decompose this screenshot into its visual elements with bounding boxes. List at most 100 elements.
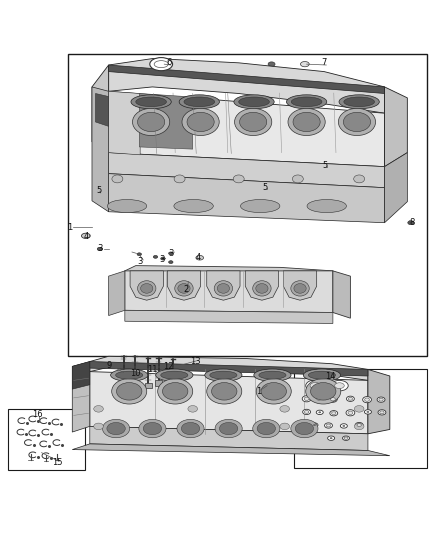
Ellipse shape bbox=[311, 383, 336, 400]
Ellipse shape bbox=[293, 175, 304, 183]
Polygon shape bbox=[109, 59, 385, 113]
Ellipse shape bbox=[330, 410, 338, 416]
Ellipse shape bbox=[187, 112, 214, 132]
Ellipse shape bbox=[217, 284, 230, 293]
Ellipse shape bbox=[314, 424, 315, 426]
Ellipse shape bbox=[268, 62, 275, 67]
Ellipse shape bbox=[174, 199, 213, 213]
Ellipse shape bbox=[259, 371, 286, 379]
Ellipse shape bbox=[306, 378, 341, 404]
Ellipse shape bbox=[348, 411, 353, 415]
Ellipse shape bbox=[294, 284, 306, 293]
Ellipse shape bbox=[319, 411, 321, 413]
Ellipse shape bbox=[367, 411, 369, 413]
Ellipse shape bbox=[354, 406, 364, 412]
Ellipse shape bbox=[280, 406, 290, 412]
Ellipse shape bbox=[254, 369, 291, 381]
Ellipse shape bbox=[112, 378, 147, 404]
Polygon shape bbox=[333, 271, 350, 318]
Ellipse shape bbox=[188, 423, 198, 430]
Ellipse shape bbox=[343, 425, 345, 426]
Ellipse shape bbox=[175, 281, 193, 296]
Polygon shape bbox=[109, 91, 140, 155]
Ellipse shape bbox=[219, 423, 238, 435]
Ellipse shape bbox=[153, 255, 158, 259]
Bar bbox=[294, 369, 427, 468]
Ellipse shape bbox=[344, 437, 348, 439]
Polygon shape bbox=[109, 174, 385, 223]
Polygon shape bbox=[95, 93, 109, 126]
Ellipse shape bbox=[364, 398, 369, 401]
Ellipse shape bbox=[233, 175, 244, 183]
Ellipse shape bbox=[161, 257, 165, 260]
Ellipse shape bbox=[107, 423, 125, 435]
Ellipse shape bbox=[293, 112, 320, 132]
Text: 4: 4 bbox=[196, 253, 201, 262]
Text: 3: 3 bbox=[97, 245, 102, 254]
Ellipse shape bbox=[181, 423, 200, 435]
Ellipse shape bbox=[280, 423, 290, 430]
Polygon shape bbox=[125, 271, 333, 312]
Polygon shape bbox=[109, 152, 385, 188]
Ellipse shape bbox=[308, 371, 336, 379]
Bar bbox=[8, 409, 85, 470]
Ellipse shape bbox=[330, 438, 332, 439]
Polygon shape bbox=[72, 361, 90, 432]
Polygon shape bbox=[207, 271, 240, 300]
Ellipse shape bbox=[132, 108, 170, 135]
Polygon shape bbox=[385, 87, 407, 167]
Ellipse shape bbox=[326, 424, 331, 427]
Text: 11: 11 bbox=[147, 365, 158, 374]
Ellipse shape bbox=[138, 281, 156, 296]
Polygon shape bbox=[109, 271, 125, 316]
Ellipse shape bbox=[212, 383, 237, 400]
Ellipse shape bbox=[156, 369, 193, 381]
Ellipse shape bbox=[158, 378, 193, 404]
Polygon shape bbox=[283, 271, 317, 300]
Ellipse shape bbox=[154, 61, 168, 68]
Ellipse shape bbox=[215, 419, 242, 438]
Ellipse shape bbox=[214, 281, 233, 296]
Ellipse shape bbox=[325, 423, 332, 428]
Ellipse shape bbox=[174, 175, 185, 183]
Ellipse shape bbox=[346, 410, 355, 416]
Ellipse shape bbox=[253, 419, 280, 438]
Ellipse shape bbox=[182, 108, 219, 135]
Ellipse shape bbox=[240, 199, 280, 213]
Ellipse shape bbox=[141, 284, 153, 293]
Ellipse shape bbox=[169, 252, 173, 255]
Ellipse shape bbox=[179, 95, 219, 109]
Ellipse shape bbox=[330, 398, 336, 401]
Ellipse shape bbox=[302, 395, 311, 402]
Polygon shape bbox=[109, 65, 385, 93]
Ellipse shape bbox=[291, 419, 318, 438]
Ellipse shape bbox=[253, 281, 271, 296]
Bar bbox=[170, 373, 177, 378]
Text: 16: 16 bbox=[32, 410, 42, 419]
Ellipse shape bbox=[150, 58, 173, 71]
Ellipse shape bbox=[303, 409, 311, 415]
Bar bbox=[145, 383, 152, 388]
Ellipse shape bbox=[107, 199, 147, 213]
Ellipse shape bbox=[256, 378, 291, 404]
Ellipse shape bbox=[94, 406, 103, 412]
Ellipse shape bbox=[408, 221, 414, 225]
Ellipse shape bbox=[331, 381, 348, 391]
Ellipse shape bbox=[354, 423, 364, 430]
Ellipse shape bbox=[357, 424, 361, 426]
Bar bbox=[68, 54, 427, 356]
Ellipse shape bbox=[307, 199, 346, 213]
Ellipse shape bbox=[306, 380, 325, 391]
Ellipse shape bbox=[81, 233, 90, 238]
Ellipse shape bbox=[117, 383, 142, 400]
Ellipse shape bbox=[315, 396, 323, 401]
Ellipse shape bbox=[335, 383, 344, 389]
Text: 3: 3 bbox=[168, 249, 173, 258]
Ellipse shape bbox=[328, 436, 335, 440]
Ellipse shape bbox=[261, 383, 286, 400]
Polygon shape bbox=[368, 369, 390, 434]
Ellipse shape bbox=[311, 423, 318, 427]
Ellipse shape bbox=[304, 397, 309, 400]
Ellipse shape bbox=[143, 423, 162, 435]
Polygon shape bbox=[92, 87, 109, 212]
